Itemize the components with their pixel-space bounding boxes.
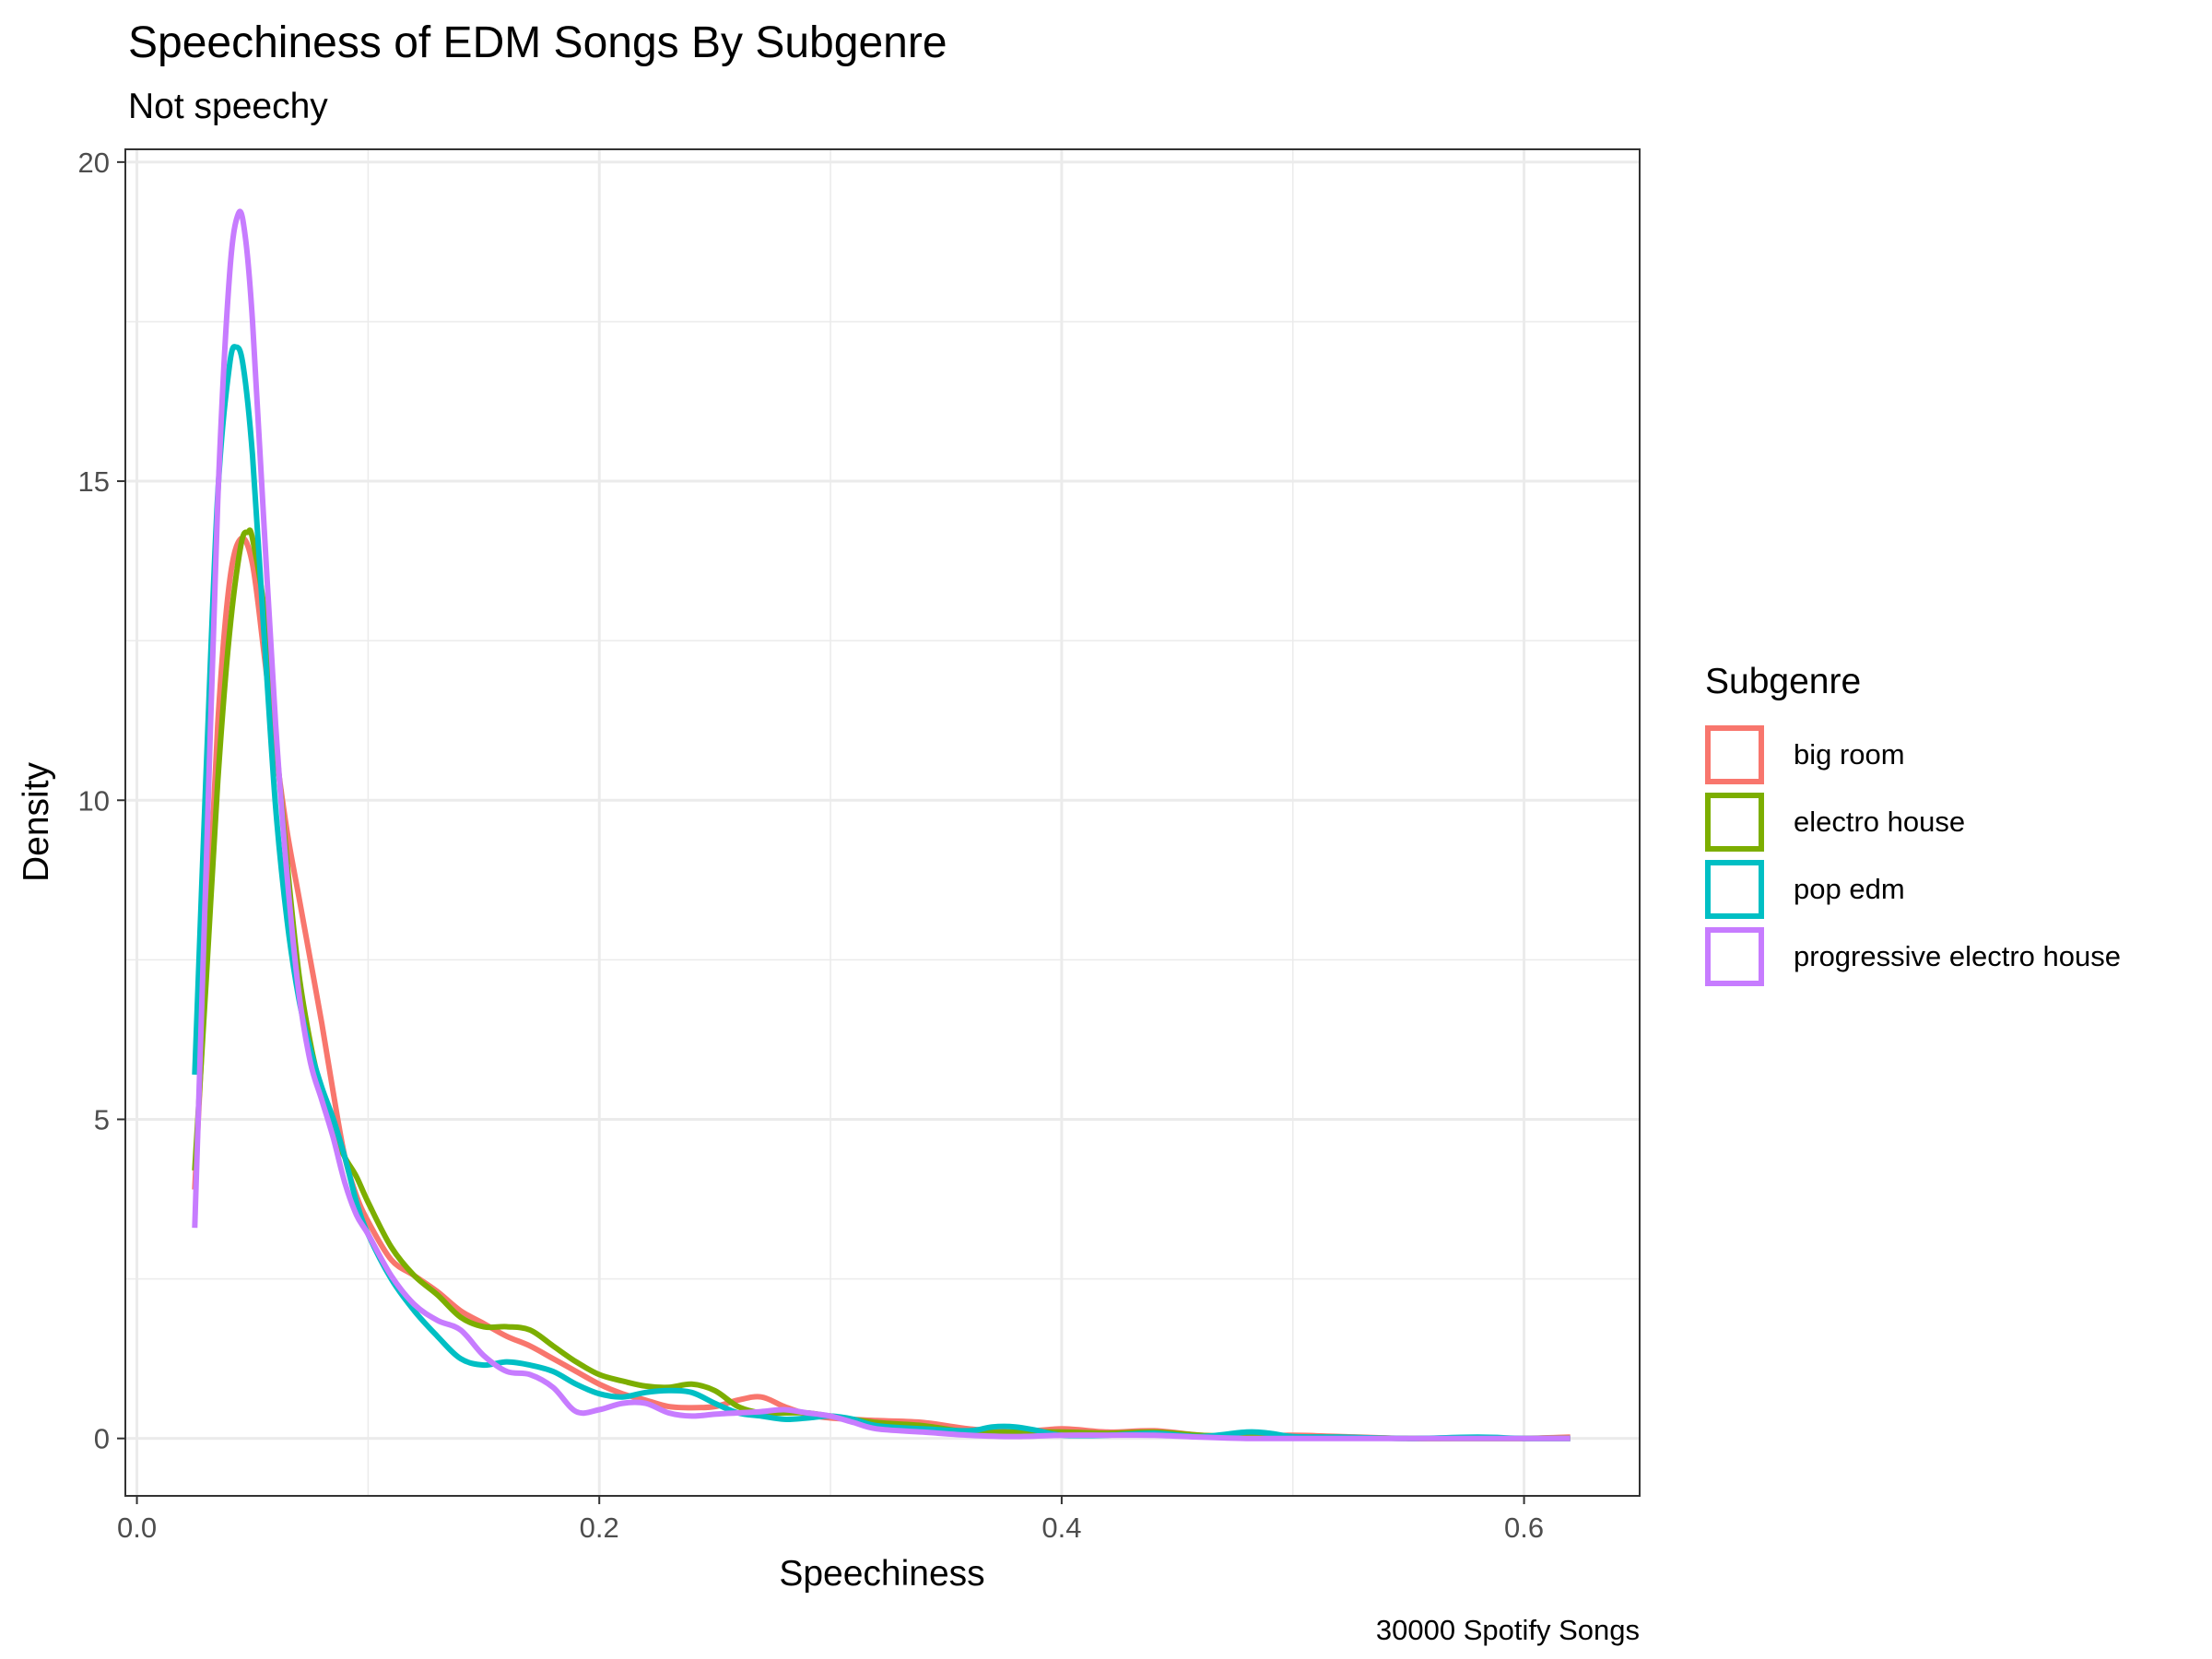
legend-title: Subgenre xyxy=(1705,662,1861,701)
chart-caption: 30000 Spotify Songs xyxy=(1376,1614,1640,1646)
legend-key-pop-edm xyxy=(1705,860,1764,919)
y-tick-label: 10 xyxy=(78,784,110,817)
x-axis-title: Speechiness xyxy=(779,1554,984,1594)
legend-item-big-room: big room xyxy=(1705,725,1905,784)
x-tick-label: 0.4 xyxy=(1041,1512,1081,1544)
legend-items: big room electro house pop edm progressive … xyxy=(1705,725,2121,986)
x-tick-label: 0.0 xyxy=(117,1512,157,1544)
legend: Subgenre big room electro house pop edm pro… xyxy=(1705,662,2121,986)
y-axis-title: Density xyxy=(17,761,56,882)
x-tick-label: 0.6 xyxy=(1504,1512,1544,1544)
minor-gridlines xyxy=(125,149,1640,1496)
series-lines xyxy=(192,208,1571,1441)
legend-label-progressive-electro-house: progressive electro house xyxy=(1794,940,2121,972)
chart-title: Speechiness of EDM Songs By Subgenre xyxy=(128,18,947,67)
legend-key-electro-house xyxy=(1705,793,1764,852)
plot-panel xyxy=(124,148,1641,1497)
legend-label-electro-house: electro house xyxy=(1794,806,1965,838)
panel-border xyxy=(124,148,1641,1497)
x-axis: 0.0 0.2 0.4 0.6 xyxy=(117,1496,1544,1544)
y-tick-label: 15 xyxy=(78,465,110,498)
legend-key-big-room xyxy=(1705,725,1764,784)
legend-label-big-room: big room xyxy=(1794,738,1905,771)
major-gridlines xyxy=(125,149,1640,1496)
density-line-progressive-electro-house xyxy=(192,208,1571,1441)
panel-background xyxy=(125,149,1640,1496)
legend-item-pop-edm: pop edm xyxy=(1705,860,1905,919)
y-axis: 0 5 10 15 20 xyxy=(78,147,125,1455)
chart-subtitle: Not speechy xyxy=(128,87,328,126)
y-tick-label: 20 xyxy=(78,147,110,179)
legend-item-electro-house: electro house xyxy=(1705,793,1965,852)
y-tick-label: 5 xyxy=(94,1103,110,1135)
x-tick-label: 0.2 xyxy=(580,1512,619,1544)
legend-key-progressive-electro-house xyxy=(1705,927,1764,986)
legend-item-progressive-electro-house: progressive electro house xyxy=(1705,927,2121,986)
y-tick-label: 0 xyxy=(94,1423,110,1455)
legend-label-pop-edm: pop edm xyxy=(1794,873,1905,905)
